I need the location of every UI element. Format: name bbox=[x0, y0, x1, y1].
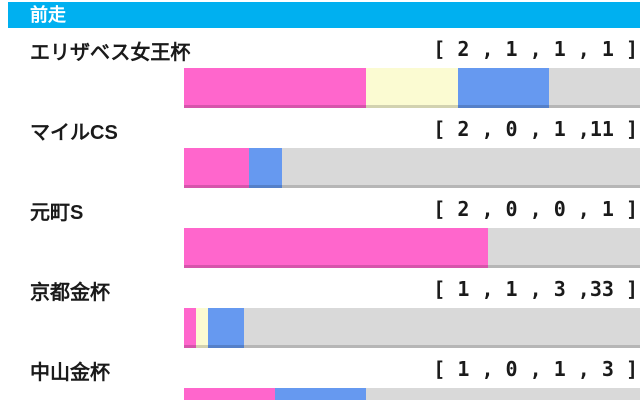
record-values: [ 2 , 1 , 1 , 1 ] bbox=[433, 37, 638, 61]
bar-segment-1 bbox=[184, 228, 488, 268]
race-row: 京都金杯 [ 1 , 1 , 3 ,33 ] bbox=[0, 276, 640, 356]
race-label: 元町S bbox=[30, 202, 84, 224]
bar-segment-2 bbox=[196, 308, 208, 348]
bar-segment-3 bbox=[457, 68, 549, 108]
bar-segment-4 bbox=[548, 68, 640, 108]
race-label: エリザベス女王杯 bbox=[30, 42, 191, 64]
bar-segment-4 bbox=[281, 148, 640, 188]
section-title: 前走 bbox=[30, 5, 66, 25]
record-values: [ 1 , 1 , 3 ,33 ] bbox=[433, 277, 638, 301]
bar-segment-4 bbox=[244, 308, 640, 348]
race-label: 中山金杯 bbox=[30, 362, 110, 384]
race-row: エリザベス女王杯 [ 2 , 1 , 1 , 1 ] bbox=[0, 36, 640, 116]
bar-segment-1 bbox=[184, 388, 276, 400]
stacked-bar bbox=[184, 308, 640, 348]
stacked-bar bbox=[184, 148, 640, 188]
section-header: 前走 bbox=[8, 2, 640, 28]
stacked-bar bbox=[184, 388, 640, 400]
bar-segment-1 bbox=[184, 148, 250, 188]
stacked-bar bbox=[184, 68, 640, 108]
bar-segment-2 bbox=[366, 68, 458, 108]
stacked-bar bbox=[184, 228, 640, 268]
race-label: マイルCS bbox=[30, 122, 118, 144]
bar-segment-1 bbox=[184, 308, 196, 348]
bar-segment-4 bbox=[488, 228, 640, 268]
race-row: マイルCS [ 2 , 0 , 1 ,11 ] bbox=[0, 116, 640, 196]
record-values: [ 1 , 0 , 1 , 3 ] bbox=[433, 357, 638, 381]
bar-segment-3 bbox=[275, 388, 367, 400]
bar-segment-3 bbox=[249, 148, 282, 188]
bar-segment-1 bbox=[184, 68, 367, 108]
race-label: 京都金杯 bbox=[30, 282, 110, 304]
record-values: [ 2 , 0 , 0 , 1 ] bbox=[433, 197, 638, 221]
race-row: 中山金杯 [ 1 , 0 , 1 , 3 ] bbox=[0, 356, 640, 400]
record-values: [ 2 , 0 , 1 ,11 ] bbox=[433, 117, 638, 141]
bar-segment-4 bbox=[366, 388, 640, 400]
bar-segment-3 bbox=[208, 308, 244, 348]
race-row: 元町S [ 2 , 0 , 0 , 1 ] bbox=[0, 196, 640, 276]
